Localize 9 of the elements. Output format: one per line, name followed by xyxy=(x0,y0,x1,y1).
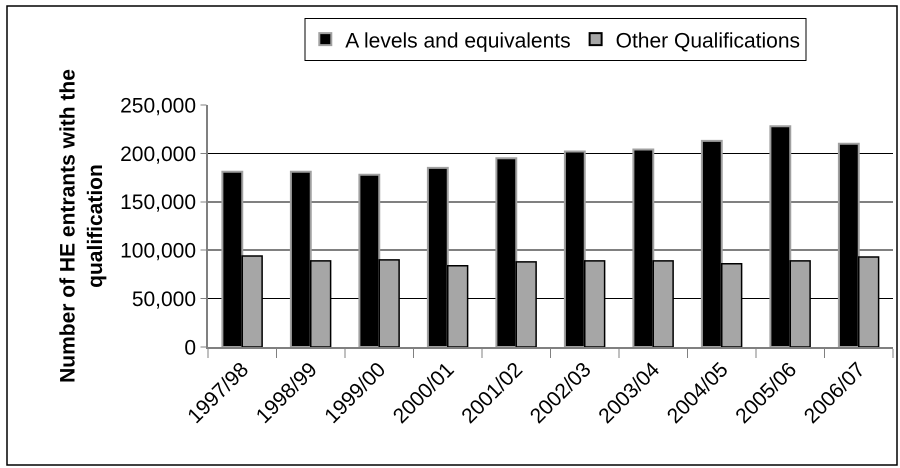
y-axis-title: Number of HE entrants with the qualification xyxy=(56,69,107,383)
legend-label: Other Qualifications xyxy=(616,29,800,52)
y-tick-label: 200,000 xyxy=(120,142,196,166)
y-tick-label: 50,000 xyxy=(132,288,196,311)
y-tick-label: 100,000 xyxy=(120,240,196,263)
legend-label: A levels and equivalents xyxy=(345,29,571,52)
y-tick-label: 0 xyxy=(184,336,196,360)
y-tick-label: 150,000 xyxy=(120,191,196,214)
y-tick-label: 250,000 xyxy=(120,94,196,118)
